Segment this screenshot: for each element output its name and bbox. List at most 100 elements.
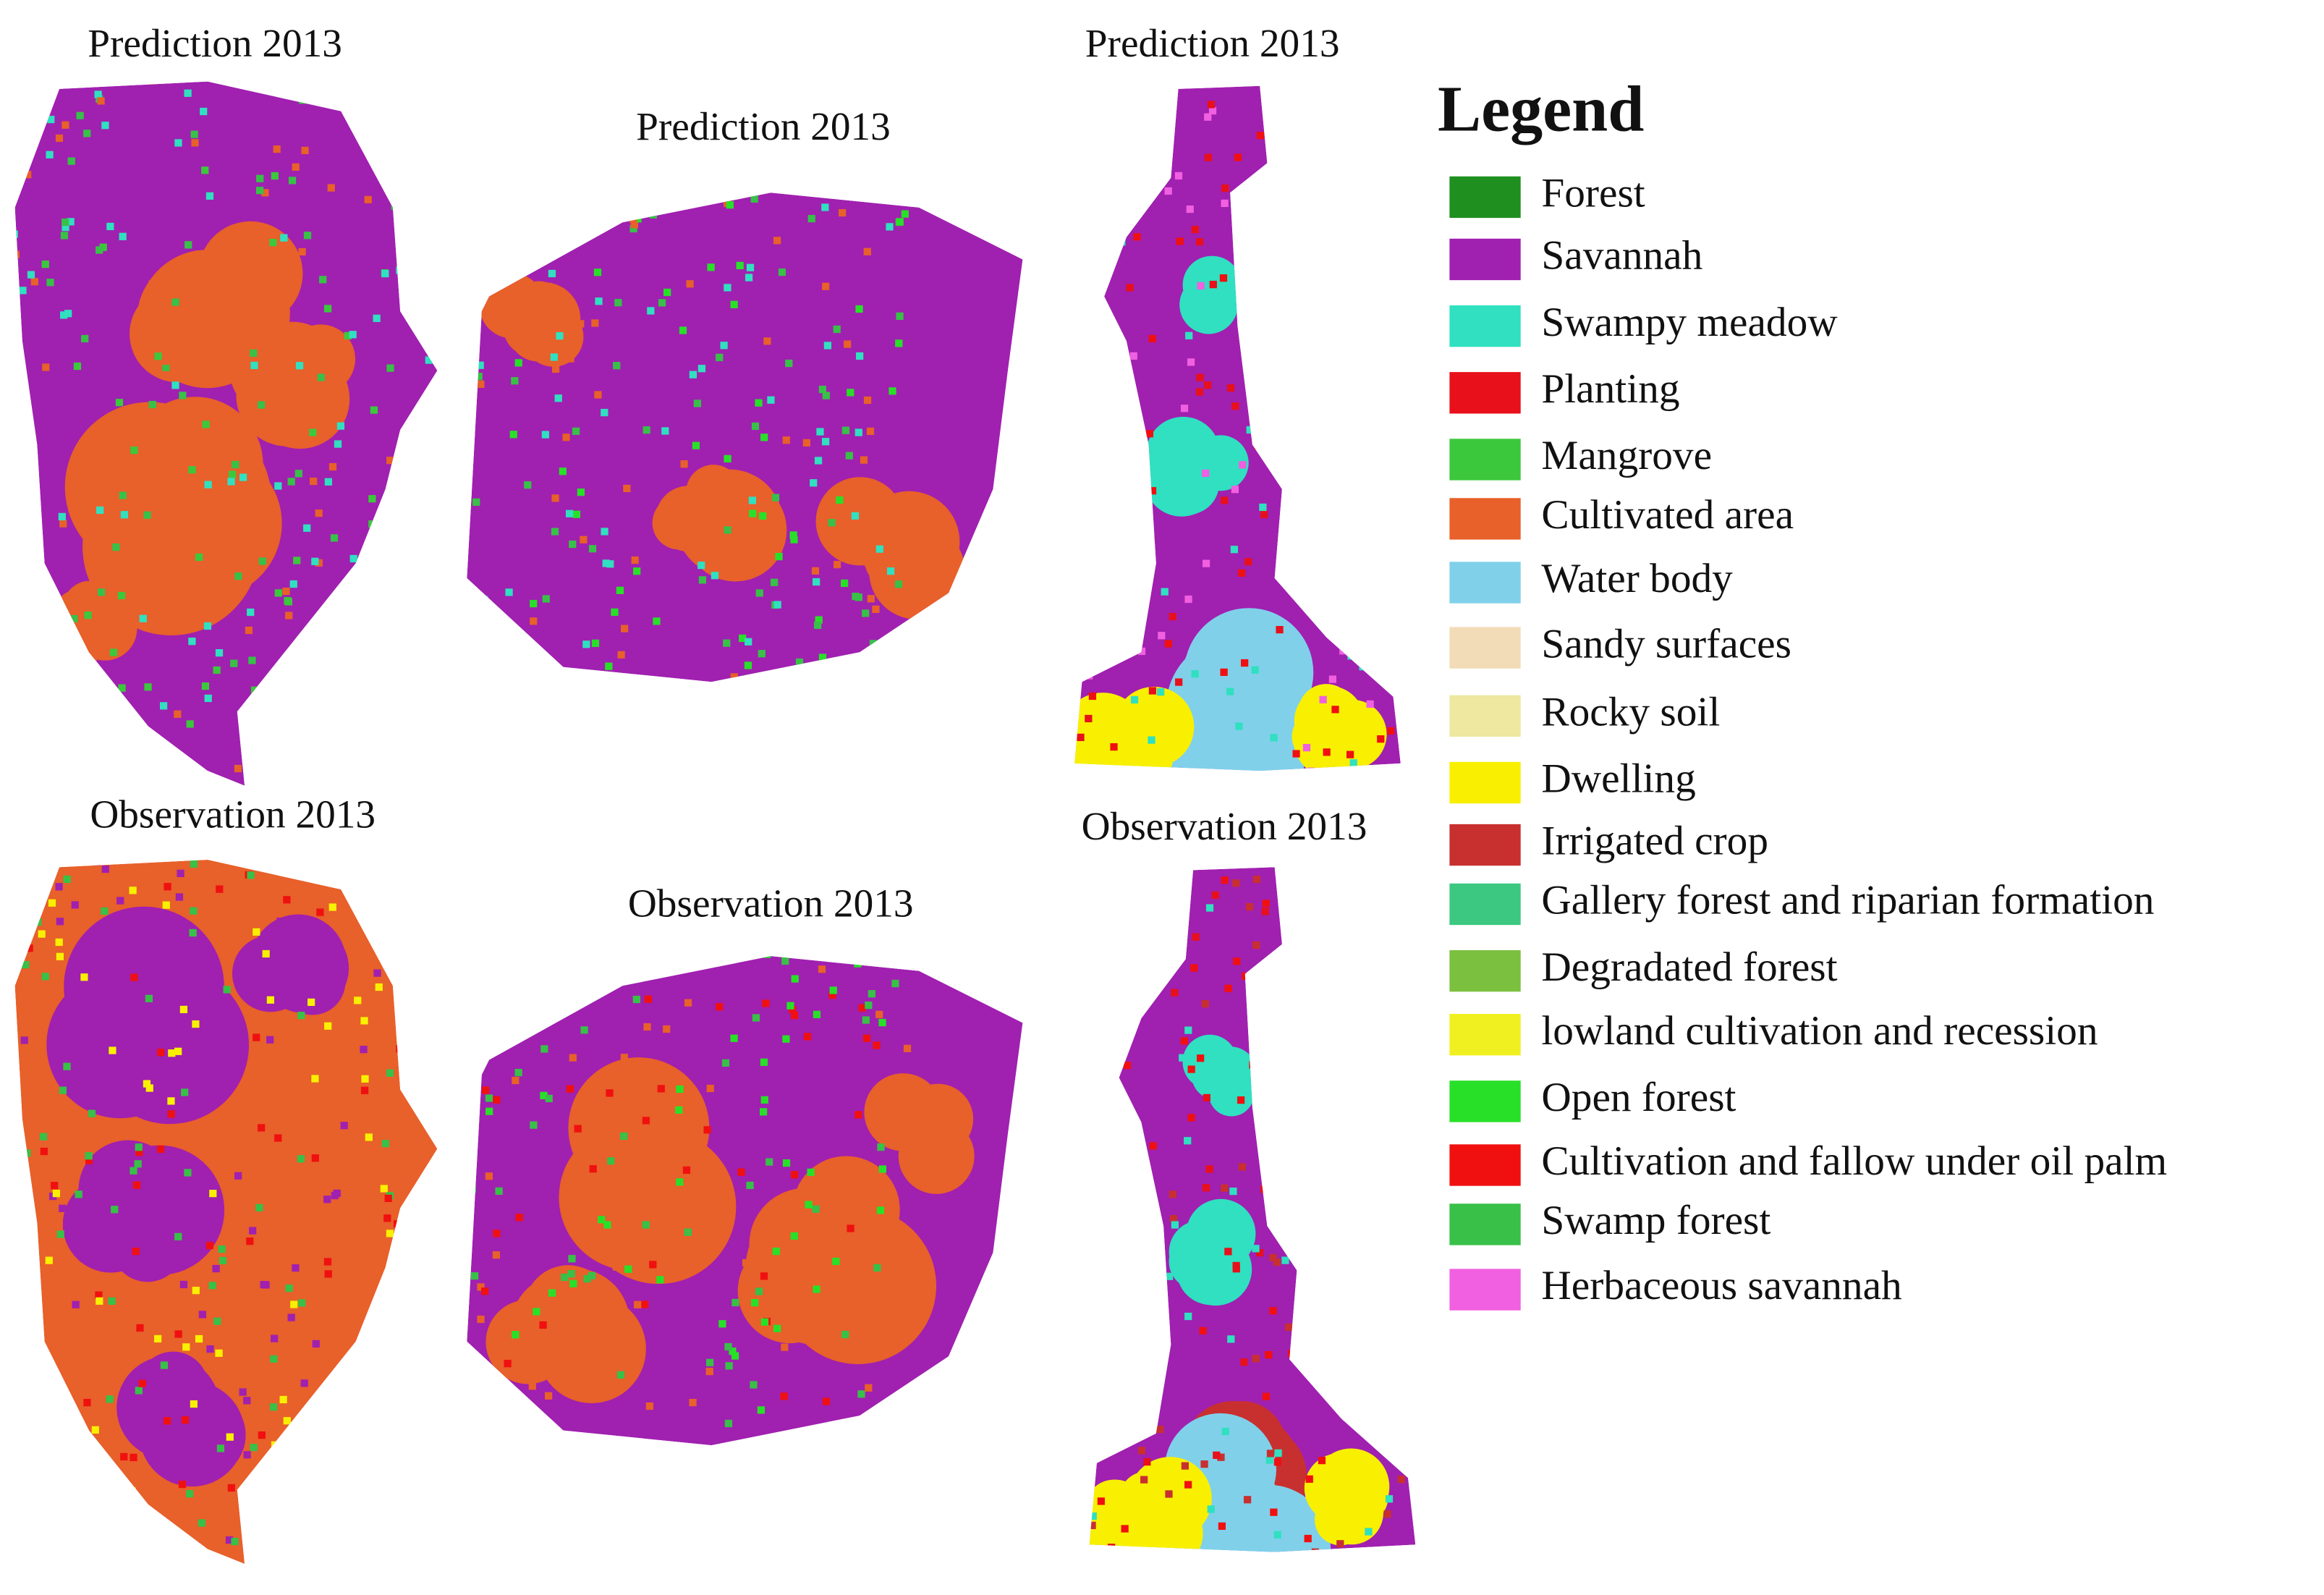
map-pixel xyxy=(63,875,71,884)
map-patch xyxy=(1203,636,1280,714)
map-pixel xyxy=(760,1318,769,1326)
map-pixel xyxy=(1189,300,1198,308)
map-pixel xyxy=(839,208,847,217)
map-pixel xyxy=(317,373,325,381)
map-pixel xyxy=(594,391,602,399)
map-pixel xyxy=(324,1022,332,1030)
map-pixel xyxy=(561,1273,569,1282)
map-pixel xyxy=(616,586,624,594)
map-pixel xyxy=(863,248,871,255)
map-pixel xyxy=(1221,1184,1229,1192)
map-pixel xyxy=(773,237,781,245)
map-pixel xyxy=(303,524,311,532)
map-pixel xyxy=(1145,430,1154,438)
map-patch xyxy=(95,1145,225,1275)
legend-label: Forest xyxy=(1541,171,1645,216)
map-pixel xyxy=(1318,1457,1326,1465)
map-pixel xyxy=(1192,933,1200,941)
map-pixel xyxy=(748,496,757,504)
map-pixel xyxy=(1239,461,1247,469)
map-pixel xyxy=(1165,1272,1174,1280)
map-pixel xyxy=(1195,238,1204,246)
map-pixel xyxy=(847,389,854,397)
legend-swatch xyxy=(1449,695,1521,737)
map-pixel xyxy=(1169,612,1176,621)
map-pixel xyxy=(813,621,822,629)
map-pixel xyxy=(746,1181,754,1190)
map-pixel xyxy=(504,1360,512,1368)
map-pixel xyxy=(780,1392,788,1400)
map-pixel xyxy=(1214,1281,1222,1290)
map-pixel xyxy=(269,238,277,247)
map-pixel xyxy=(544,1392,553,1400)
map-pixel xyxy=(315,509,323,517)
map-pixel xyxy=(280,234,288,242)
map-pixel xyxy=(530,617,538,625)
map-base xyxy=(1089,867,1416,1552)
map-pixel xyxy=(858,1004,866,1012)
map-pixel xyxy=(677,1235,684,1243)
map-pixel xyxy=(548,1289,556,1297)
map-pixel xyxy=(243,1397,251,1405)
map-pixel xyxy=(860,456,868,464)
map-pixel xyxy=(1137,1447,1146,1455)
map-pixel xyxy=(901,210,909,218)
map-pixel xyxy=(130,973,138,981)
map-pixel xyxy=(312,1340,320,1348)
map-pixel xyxy=(1217,1453,1225,1461)
map-pixel xyxy=(1270,1508,1278,1516)
map-pixel xyxy=(607,1157,615,1165)
map-pixel xyxy=(144,352,153,360)
map-pixel xyxy=(730,1034,738,1042)
map-pixel xyxy=(1213,1451,1221,1459)
map-pixel xyxy=(109,648,118,656)
panel-title: Observation 2013 xyxy=(628,881,914,925)
legend-label: Herbaceous savannah xyxy=(1541,1263,1901,1308)
map-pixel xyxy=(52,1190,61,1198)
map-pixel xyxy=(749,509,757,517)
map-pixel xyxy=(548,269,556,278)
map-pixel xyxy=(602,559,610,567)
map-pixel xyxy=(603,1221,611,1229)
map-pixel xyxy=(1219,274,1228,282)
map-pixel xyxy=(781,1253,789,1261)
map-pixel xyxy=(886,567,895,575)
map-pixel xyxy=(755,1287,763,1295)
map-pixel xyxy=(386,364,394,372)
map-pixel xyxy=(731,1352,739,1360)
map-pixel xyxy=(192,1287,200,1295)
map-pixel xyxy=(632,995,640,1004)
map-pixel xyxy=(1262,900,1270,908)
map-pixel xyxy=(216,885,224,893)
map-pixel xyxy=(894,580,903,588)
legend-title: Legend xyxy=(1438,73,1644,145)
legend-label: lowland cultivation and recession xyxy=(1541,1008,2098,1054)
map-pixel xyxy=(795,658,804,667)
map-patch xyxy=(1294,685,1365,756)
map-pixel xyxy=(897,498,905,506)
map-pixel xyxy=(83,1398,91,1407)
map-pixel xyxy=(542,595,550,603)
map-pixel xyxy=(329,375,338,383)
map-pixel xyxy=(94,90,102,98)
map-pixel xyxy=(178,429,186,437)
map-pixel xyxy=(250,349,258,358)
map-pixel xyxy=(22,960,30,969)
map-pixel xyxy=(256,174,264,182)
map-pixel xyxy=(41,973,49,981)
map-pixel xyxy=(215,648,224,657)
map-pixel xyxy=(876,1206,885,1214)
map-pixel xyxy=(271,1334,279,1342)
map-pixel xyxy=(83,130,91,138)
map-pixel xyxy=(174,710,182,718)
map-pixel xyxy=(381,1140,389,1148)
map-pixel xyxy=(762,999,770,1007)
map-pixel xyxy=(729,1348,737,1355)
map-pixel xyxy=(190,907,198,915)
map-pixel xyxy=(505,588,513,596)
map-pixel xyxy=(1187,358,1195,366)
map-pixel xyxy=(1204,153,1213,161)
map-pixel xyxy=(833,325,841,334)
map-pixel xyxy=(249,1227,257,1235)
map-pixel xyxy=(95,1291,103,1299)
